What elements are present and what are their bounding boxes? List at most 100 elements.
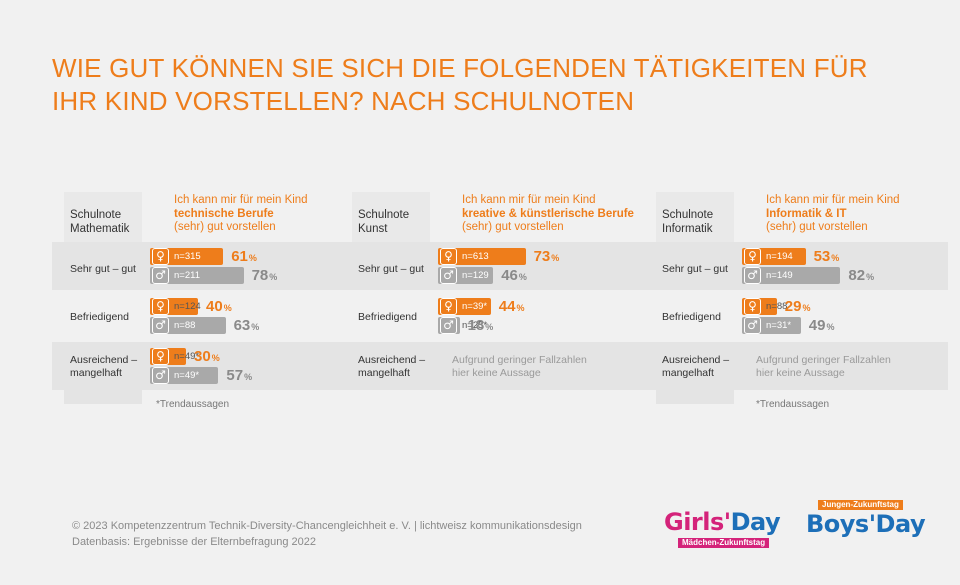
sample-size-label: n=88 <box>174 320 196 331</box>
girls-day-wordmark-girls: Girls' <box>664 508 731 536</box>
girls-day-wordmark-day: Day <box>730 508 781 536</box>
footnote-trend: *Trendaussagen <box>156 399 230 410</box>
male-bar <box>742 267 841 284</box>
percent-sign: % <box>248 253 257 263</box>
question-post: (sehr) gut vorstellen <box>766 221 868 233</box>
row-label-line-2: mangelhaft <box>662 367 714 379</box>
girls-day-subtitle: Mädchen-Zukunftstag <box>678 538 770 548</box>
row-label-line-2: mangelhaft <box>70 367 122 379</box>
grade-header-line-2: Informatik <box>662 223 713 235</box>
male-symbol-icon: ♂ <box>440 317 457 334</box>
female-symbol-icon: ♀ <box>152 248 169 265</box>
row-label: Sehr gut – gut <box>662 263 728 275</box>
no-data-note-line-1: Aufgrund geringer Fallzahlen <box>756 354 891 366</box>
percent-sign: % <box>244 372 253 382</box>
row-label: Befriedigend <box>662 311 721 323</box>
question-pre: Ich kann mir für mein Kind <box>174 194 308 206</box>
female-bar <box>438 248 526 265</box>
row-label: Ausreichend – mangelhaft <box>662 354 729 380</box>
sample-size-label: n=39* <box>462 301 488 312</box>
grade-header-box <box>64 192 142 242</box>
question-pre: Ich kann mir für mein Kind <box>766 194 900 206</box>
female-symbol-icon: ♀ <box>152 298 169 315</box>
row-band <box>64 390 142 404</box>
value-label: 18% <box>468 317 494 336</box>
sample-size-label: n=88 <box>766 301 788 312</box>
male-symbol-icon: ♂ <box>744 317 761 334</box>
row-band <box>656 390 734 404</box>
row-label: Ausreichend – mangelhaft <box>358 354 425 380</box>
boys-day-wordmark: Boys'Day <box>806 510 926 538</box>
boys-day-subtitle: Jungen-Zukunftstag <box>818 500 903 510</box>
value-number: 46 <box>501 267 518 284</box>
female-symbol-icon: ♀ <box>744 248 761 265</box>
male-bar <box>438 317 460 334</box>
percent-sign: % <box>485 322 494 332</box>
panel-informatik: Schulnote Informatik Ich kann mir für me… <box>644 192 948 414</box>
question-bold: kreative & künstlerische Berufe <box>462 207 634 220</box>
percent-sign: % <box>551 253 560 263</box>
percent-sign: % <box>251 322 260 332</box>
no-data-note-line-2: hier keine Aussage <box>452 367 541 379</box>
value-label: 73% <box>534 248 560 267</box>
value-number: 30 <box>194 348 211 365</box>
grade-header-line-2: Mathematik <box>70 223 130 235</box>
sample-size-label: n=194 <box>766 251 793 262</box>
percent-sign: % <box>866 272 875 282</box>
sample-size-label: n=31* <box>766 320 792 331</box>
footer-copyright: © 2023 Kompetenzzentrum Technik-Diversit… <box>72 520 582 532</box>
percent-sign: % <box>518 272 527 282</box>
male-bar <box>742 317 801 334</box>
sample-size-label: n=315 <box>174 251 201 262</box>
female-bar <box>150 298 198 315</box>
grade-header-line-1: Schulnote <box>358 209 410 221</box>
no-data-note-line-2: hier keine Aussage <box>756 367 845 379</box>
grade-header: Schulnote Kunst <box>358 208 409 236</box>
value-number: 82 <box>848 267 866 284</box>
value-label: 82% <box>848 267 874 286</box>
male-symbol-icon: ♂ <box>440 267 457 284</box>
male-bar <box>438 267 494 284</box>
female-symbol-icon: ♀ <box>152 348 169 365</box>
value-number: 53 <box>813 248 831 265</box>
percent-sign: % <box>269 272 278 282</box>
row-label: Sehr gut – gut <box>358 263 424 275</box>
value-label: 61% <box>231 248 257 267</box>
row-label-line-2: mangelhaft <box>358 367 410 379</box>
male-bar <box>150 367 219 384</box>
percent-sign: % <box>826 322 835 332</box>
grade-header-box <box>656 192 734 242</box>
sample-size-label: n=49* <box>174 370 200 381</box>
row-label: Befriedigend <box>70 311 129 323</box>
female-symbol-icon: ♀ <box>440 248 457 265</box>
question-bold: technische Berufe <box>174 207 274 220</box>
value-number: 57 <box>226 367 244 384</box>
row-label: Befriedigend <box>358 311 417 323</box>
question-header: Ich kann mir für mein Kind kreative & kü… <box>462 194 647 235</box>
value-label: 57% <box>226 367 252 386</box>
male-symbol-icon: ♂ <box>152 267 169 284</box>
footnote-trend: *Trendaussagen <box>756 399 830 410</box>
question-header: Ich kann mir für mein Kind Informatik & … <box>766 194 951 235</box>
panel-kunst: Schulnote Kunst Ich kann mir für mein Ki… <box>340 192 644 414</box>
female-symbol-icon: ♀ <box>744 298 761 315</box>
female-bar <box>742 248 806 265</box>
value-number: 78 <box>251 267 269 284</box>
value-number: 18 <box>467 317 485 334</box>
value-number: 29 <box>784 298 802 315</box>
question-post: (sehr) gut vorstellen <box>174 221 276 233</box>
girls-day-wordmark: Girls'Day <box>664 508 781 536</box>
footer-data-source: Datenbasis: Ergebnisse der Elternbefragu… <box>72 536 316 548</box>
sample-size-label: n=613 <box>462 251 489 262</box>
value-label: 46% <box>501 267 527 286</box>
grade-header: Schulnote Mathematik <box>70 208 129 236</box>
value-label: 63% <box>234 317 260 336</box>
panel-mathematik: Schulnote Mathematik Ich kann mir für me… <box>52 192 356 414</box>
percent-sign: % <box>211 353 220 363</box>
grade-header: Schulnote Informatik <box>662 208 713 236</box>
question-bold: Informatik & IT <box>766 207 847 220</box>
value-label: 49% <box>809 317 835 336</box>
sample-size-label: n=129 <box>462 270 489 281</box>
row-label: Sehr gut – gut <box>70 263 136 275</box>
value-label: 78% <box>252 267 278 286</box>
